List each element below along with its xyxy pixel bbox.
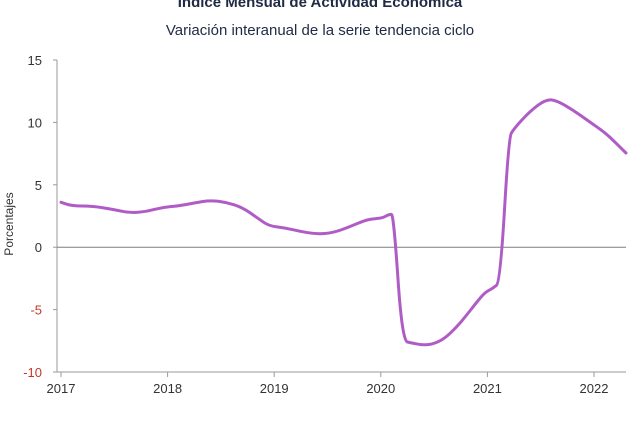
y-tick-label: 10: [28, 115, 42, 130]
y-tick-label: -10: [23, 365, 42, 380]
y-axis-label: Porcentajes: [2, 192, 16, 255]
x-tick-label: 2019: [260, 381, 289, 396]
y-tick-label: 0: [35, 240, 42, 255]
y-tick-label: 5: [35, 178, 42, 193]
x-tick-label: 2018: [153, 381, 182, 396]
chart-subtitle: Variación interanual de la serie tendenc…: [165, 22, 475, 39]
x-tick-label: 2022: [580, 381, 609, 396]
y-tick-label: -5: [30, 303, 42, 318]
x-tick-label: 2017: [47, 381, 76, 396]
y-tick-label: 15: [28, 53, 42, 68]
x-tick-label: 2020: [366, 381, 395, 396]
chart-title: Índice Mensual de Actividad Económica: [177, 0, 463, 11]
series-line: [59, 98, 628, 347]
x-tick-label: 2021: [473, 381, 502, 396]
